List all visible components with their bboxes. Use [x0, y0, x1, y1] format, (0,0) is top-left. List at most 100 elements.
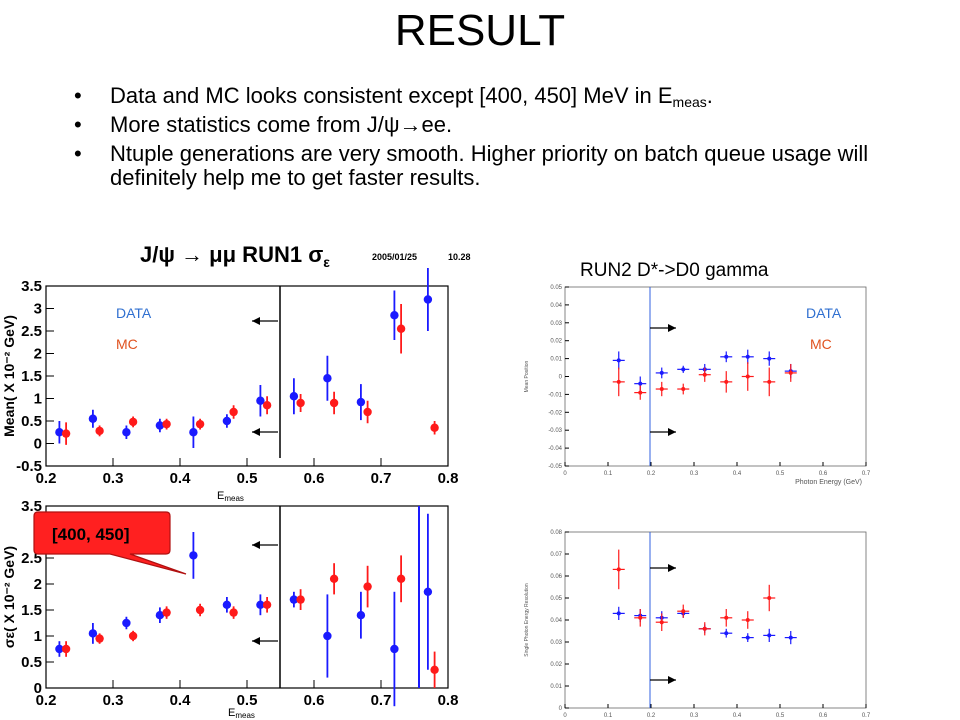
x-tick-label: 0.6 — [304, 692, 325, 709]
callout-text: [400, 450] — [52, 525, 130, 544]
x-tick-label: 0.7 — [862, 713, 871, 719]
mc-point — [659, 620, 664, 625]
callout-400-450: [400, 450] — [33, 511, 187, 575]
y-tick-label: 0.02 — [550, 662, 562, 668]
page-title: RESULT — [394, 6, 566, 55]
chart-run1-mean: -0.5 0 0.5 1 1.5 2 2.5 3 3.5 0.2 0.3 0.4 0.5 0.6 0.7 0.… — [1, 268, 458, 487]
x-tick-label: 0.5 — [237, 692, 258, 709]
data-point — [616, 358, 621, 363]
mc-point — [128, 631, 138, 641]
mc-point — [229, 407, 238, 417]
x-tick-label: 0 — [563, 713, 567, 719]
data-point — [256, 600, 265, 609]
x-tick-label: 0.4 — [170, 470, 192, 487]
mc-point — [616, 567, 621, 572]
x-tick-label: 0.8 — [438, 692, 459, 709]
y-tick-label: 0.08 — [550, 530, 562, 536]
x-tick-label: 0.7 — [371, 692, 392, 709]
data-point — [122, 618, 131, 628]
mc-point — [61, 429, 71, 438]
mc-point — [195, 419, 205, 429]
mc-point — [616, 379, 621, 384]
mc-point — [195, 605, 205, 615]
x-tick-label: 0.2 — [647, 471, 656, 477]
cut-arrow-head — [668, 324, 676, 332]
data-point — [55, 428, 64, 437]
data-point — [423, 587, 433, 596]
x-tick-label: 0.1 — [604, 713, 613, 719]
x-tick-label: 0.7 — [371, 470, 392, 487]
data-point — [55, 644, 64, 654]
y-tick-label: 0.01 — [550, 357, 562, 363]
data-point — [745, 635, 750, 640]
y-tick-label: 0.5 — [21, 413, 42, 430]
data-point — [390, 644, 399, 654]
y-tick-label: -0.04 — [548, 446, 562, 452]
y-tick-label: 1 — [34, 391, 42, 408]
data-point — [356, 397, 366, 407]
x-tick-label: 0.2 — [36, 692, 57, 709]
x-tick-label: 0.5 — [776, 713, 785, 719]
mc-point — [162, 419, 171, 429]
bullet-item: Data and MC looks consistent except [400… — [72, 84, 932, 110]
mc-point — [296, 398, 305, 408]
y-tick-label: 0.05 — [550, 596, 562, 602]
bullet-list: Data and MC looks consistent except [400… — [72, 84, 932, 195]
cut-arrow-head — [668, 428, 676, 436]
y-tick-label: 3.5 — [21, 278, 42, 295]
bullet-item: More statistics come from J/ψ→ee. — [72, 113, 932, 138]
mc-point — [262, 401, 272, 410]
data-point — [767, 356, 772, 361]
y-tick-label: -0.03 — [548, 428, 562, 434]
cut-arrow-head — [252, 317, 260, 325]
x-tick-label: 0.2 — [36, 470, 57, 487]
y-tick-label: 0 — [559, 706, 563, 712]
data-point — [222, 600, 232, 609]
run1-time: 10.28 — [448, 252, 471, 262]
x-tick-label: 0 — [563, 471, 567, 477]
mc-point — [296, 595, 305, 604]
y-tick-label: 1.5 — [21, 368, 42, 385]
x-tick-label: 0.4 — [733, 713, 742, 719]
legend-data: DATA — [116, 305, 152, 321]
data-point — [323, 374, 332, 383]
mc-point — [363, 582, 372, 591]
x-tick-label: 0.3 — [690, 713, 699, 719]
plot-frame — [564, 531, 867, 709]
y-tick-label: -0.05 — [548, 464, 562, 470]
data-point — [788, 635, 793, 640]
run1-header: J/ψ → μμ RUN1 σε — [140, 242, 330, 270]
mc-point — [638, 390, 643, 395]
y-tick-label: 0.03 — [550, 640, 562, 646]
data-point — [289, 392, 299, 401]
mc-point — [363, 407, 372, 417]
emeas-label-bottom: Emeas — [228, 707, 255, 720]
data-point — [88, 629, 98, 638]
mc-point — [724, 615, 729, 620]
mc-point — [767, 379, 772, 384]
mc-point — [702, 372, 707, 377]
mc-point — [745, 374, 750, 379]
y-tick-label: 0.03 — [550, 321, 562, 327]
data-point — [616, 611, 621, 616]
x-tick-label: 0.3 — [103, 470, 124, 487]
chart-run1-sigma: 00.511.522.533.50.20.30.40.50.60.70.8σε(… — [1, 498, 458, 709]
mc-point — [262, 600, 272, 609]
cut-arrow-head — [668, 676, 676, 684]
y-tick-label: 1.5 — [21, 602, 42, 619]
mc-point — [702, 626, 707, 631]
mc-point — [659, 387, 664, 392]
mc-point — [329, 574, 339, 583]
x-tick-label: 0.4 — [170, 692, 192, 709]
mc-point — [95, 634, 104, 643]
mc-point — [95, 426, 104, 436]
x-tick-label: 0.5 — [237, 470, 258, 487]
y-tick-label: 3.5 — [21, 498, 42, 515]
y-tick-label: 0.01 — [550, 684, 562, 690]
y-tick-label: 2.5 — [21, 323, 42, 340]
mc-point — [681, 387, 686, 392]
x-tick-label: 0.2 — [647, 713, 656, 719]
data-point — [222, 416, 232, 426]
mc-point — [430, 665, 439, 674]
y-tick-label: 0.02 — [550, 339, 562, 345]
